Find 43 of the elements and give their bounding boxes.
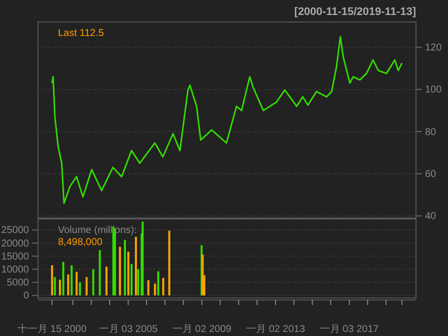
y-tick-label: 15000 — [1, 251, 30, 262]
annotation: 8,498,000 — [58, 237, 103, 248]
bar — [142, 222, 144, 296]
bar — [105, 266, 108, 296]
x-tick-label: 一月 02 2013 — [246, 324, 306, 335]
x-tick-label: 一月 02 2009 — [172, 324, 232, 335]
y-tick-label: 25000 — [1, 225, 30, 236]
bar — [124, 240, 126, 296]
y-tick-label: 0 — [23, 290, 30, 302]
bar — [98, 250, 101, 296]
y-tick-label: 100 — [425, 84, 442, 96]
y-tick-label: 120 — [425, 42, 442, 54]
bar — [118, 246, 121, 296]
bar — [130, 264, 133, 296]
x-tick-label: 一月 03 2005 — [98, 324, 158, 335]
bar — [54, 277, 56, 296]
y-tick-label: 5000 — [6, 278, 30, 289]
bar — [62, 262, 64, 296]
line-series — [51, 36, 403, 204]
bar — [78, 282, 81, 296]
bar — [134, 236, 137, 296]
y-tick-label: 40 — [425, 211, 437, 222]
y-tick-label: 20000 — [1, 238, 30, 250]
bar — [51, 265, 54, 296]
bar — [70, 265, 73, 296]
x-tick-label: 十一月 15 2000 — [18, 323, 87, 335]
bar — [168, 230, 170, 296]
bar — [67, 274, 70, 296]
bar — [147, 280, 150, 296]
chart-subtitle: [2000-11-15/2019-11-13] — [294, 6, 416, 18]
bar — [157, 271, 160, 296]
bar — [86, 277, 88, 296]
y-tick-label: 60 — [425, 168, 437, 180]
y-tick-label: 10000 — [1, 264, 30, 276]
bar — [76, 272, 78, 296]
bar — [92, 269, 94, 296]
y-tick-label: 80 — [425, 126, 437, 138]
x-tick-label: 一月 03 2017 — [320, 324, 380, 335]
bar — [202, 254, 204, 296]
bar — [162, 278, 164, 296]
bar — [58, 280, 61, 296]
bar — [154, 284, 156, 296]
annotation: Last 112.5 — [58, 28, 104, 39]
